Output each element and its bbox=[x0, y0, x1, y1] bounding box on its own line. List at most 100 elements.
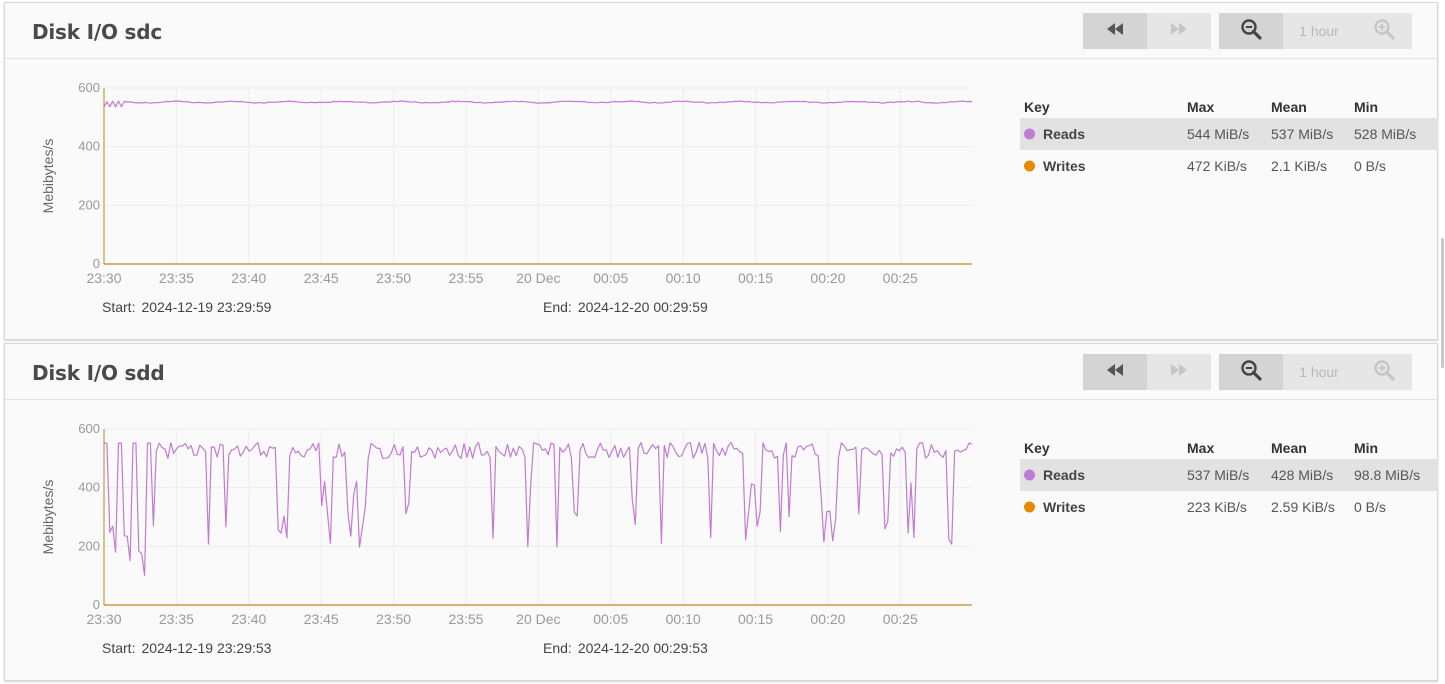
zoom-out-button[interactable] bbox=[1219, 354, 1283, 390]
legend-header-row: Key Max Mean Min bbox=[1020, 437, 1438, 459]
zoom-in-button[interactable] bbox=[1355, 354, 1412, 390]
legend-header-max: Max bbox=[1187, 440, 1215, 456]
legend-header-max: Max bbox=[1187, 99, 1215, 115]
y-tick-label: 600 bbox=[78, 80, 100, 95]
reads-color-dot bbox=[1024, 469, 1035, 481]
series-line-reads bbox=[104, 441, 973, 576]
x-tick-label: 23:45 bbox=[304, 270, 339, 286]
panel-title: Disk I/O sdd bbox=[32, 361, 165, 385]
writes-color-dot bbox=[1024, 160, 1035, 172]
x-tick-label: 00:10 bbox=[666, 270, 701, 286]
rewind-button[interactable] bbox=[1083, 13, 1147, 49]
x-tick-label: 23:50 bbox=[376, 270, 411, 286]
legend-mean-value: 2.59 KiB/s bbox=[1271, 499, 1335, 515]
zoom-in-button[interactable] bbox=[1355, 13, 1412, 49]
start-label: Start: bbox=[102, 299, 136, 315]
reads-color-dot bbox=[1024, 128, 1035, 140]
start-time: Start: 2024-12-19 23:29:59 bbox=[102, 299, 271, 315]
x-tick-label: 23:45 bbox=[304, 611, 339, 627]
end-label: End: bbox=[543, 299, 572, 315]
end-value: 2024-12-20 00:29:59 bbox=[577, 299, 708, 315]
zoom-out-icon bbox=[1240, 18, 1262, 45]
writes-color-dot bbox=[1024, 501, 1035, 513]
fast-forward-icon bbox=[1170, 363, 1188, 381]
x-tick-label: 00:25 bbox=[883, 270, 918, 286]
x-tick-label: 23:55 bbox=[448, 611, 483, 627]
x-tick-label: 23:35 bbox=[159, 611, 194, 627]
x-tick-label: 00:20 bbox=[810, 270, 845, 286]
legend-min-value: 528 MiB/s bbox=[1354, 126, 1417, 142]
panel-title: Disk I/O sdc bbox=[32, 20, 163, 44]
x-tick-label: 23:50 bbox=[376, 611, 411, 627]
legend-header-min: Min bbox=[1354, 99, 1379, 115]
legend-row-writes[interactable]: Writes 472 KiB/s 2.1 KiB/s 0 B/s bbox=[1020, 150, 1438, 182]
series-line-reads bbox=[103, 100, 973, 108]
zoom-out-button[interactable] bbox=[1219, 13, 1283, 49]
legend-header-min: Min bbox=[1354, 440, 1379, 456]
y-tick-label: 600 bbox=[78, 421, 100, 436]
legend-series-name: Writes bbox=[1043, 158, 1086, 174]
x-tick-label: 00:10 bbox=[666, 611, 701, 627]
fast-forward-icon bbox=[1170, 22, 1188, 40]
x-tick-label: 20 Dec bbox=[516, 270, 560, 286]
legend-min-value: 0 B/s bbox=[1354, 499, 1386, 515]
zoom-in-icon bbox=[1373, 18, 1395, 45]
x-tick-label: 20 Dec bbox=[516, 611, 560, 627]
end-time: End: 2024-12-20 00:29:53 bbox=[543, 640, 708, 656]
legend-header-mean: Mean bbox=[1271, 440, 1307, 456]
legend-mean-value: 2.1 KiB/s bbox=[1271, 158, 1328, 174]
x-tick-label: 00:15 bbox=[738, 270, 773, 286]
legend-min-value: 98.8 MiB/s bbox=[1354, 467, 1421, 483]
legend-row-reads[interactable]: Reads 537 MiB/s 428 MiB/s 98.8 MiB/s bbox=[1020, 459, 1438, 491]
x-tick-label: 23:35 bbox=[159, 270, 194, 286]
legend-max-value: 544 MiB/s bbox=[1187, 126, 1250, 142]
y-tick-label: 0 bbox=[93, 256, 100, 271]
x-tick-label: 00:20 bbox=[810, 611, 845, 627]
legend-row-writes[interactable]: Writes 223 KiB/s 2.59 KiB/s 0 B/s bbox=[1020, 491, 1438, 523]
legend-min-value: 0 B/s bbox=[1354, 158, 1386, 174]
time-range-label: 1 hour bbox=[1283, 13, 1355, 49]
disk-io-sdc-panel: Disk I/O sdc 1 hour 0 200 400 600 23:30 23:35… bbox=[4, 2, 1438, 340]
panel-header: Disk I/O sdd 1 hour bbox=[5, 344, 1437, 400]
legend-max-value: 223 KiB/s bbox=[1187, 499, 1247, 515]
y-tick-label: 0 bbox=[93, 597, 100, 612]
x-tick-label: 23:40 bbox=[231, 270, 266, 286]
fast-forward-button[interactable] bbox=[1147, 13, 1211, 49]
rewind-button[interactable] bbox=[1083, 354, 1147, 390]
y-tick-label: 400 bbox=[78, 480, 100, 495]
x-tick-label: 23:40 bbox=[231, 611, 266, 627]
legend-row-reads[interactable]: Reads 544 MiB/s 537 MiB/s 528 MiB/s bbox=[1020, 118, 1438, 150]
y-axis-label: Mebibytes/s bbox=[40, 480, 56, 555]
start-time: Start: 2024-12-19 23:29:53 bbox=[102, 640, 271, 656]
rewind-icon bbox=[1106, 22, 1124, 40]
legend-series-name: Reads bbox=[1043, 126, 1086, 142]
legend-series-name: Reads bbox=[1043, 467, 1086, 483]
x-tick-label: 00:15 bbox=[738, 611, 773, 627]
legend-header-key: Key bbox=[1024, 440, 1050, 456]
legend-header-key: Key bbox=[1024, 99, 1050, 115]
fast-forward-button[interactable] bbox=[1147, 354, 1211, 390]
legend-header-mean: Mean bbox=[1271, 99, 1307, 115]
legend-table: Key Max Mean Min Reads 544 MiB/s 537 MiB… bbox=[1020, 96, 1438, 182]
start-value: 2024-12-19 23:29:59 bbox=[141, 299, 272, 315]
page-scrollbar[interactable] bbox=[1441, 238, 1444, 368]
start-value: 2024-12-19 23:29:53 bbox=[141, 640, 272, 656]
y-tick-label: 200 bbox=[78, 197, 100, 212]
rewind-icon bbox=[1106, 363, 1124, 381]
legend-max-value: 537 MiB/s bbox=[1187, 467, 1250, 483]
end-label: End: bbox=[543, 640, 572, 656]
zoom-out-icon bbox=[1240, 359, 1262, 386]
y-tick-label: 200 bbox=[78, 538, 100, 553]
panel-header: Disk I/O sdc 1 hour bbox=[5, 3, 1437, 59]
x-tick-label: 00:05 bbox=[593, 270, 628, 286]
disk-io-sdd-panel: Disk I/O sdd 1 hour 0 200 400 600 23:30 23:35… bbox=[4, 343, 1438, 681]
legend-header-row: Key Max Mean Min bbox=[1020, 96, 1438, 118]
disk-io-chart: 0 200 400 600 23:30 23:35 23:40 23:45 23:50 23:55… bbox=[40, 421, 973, 627]
start-label: Start: bbox=[102, 640, 136, 656]
x-tick-label: 00:25 bbox=[883, 611, 918, 627]
y-axis-label: Mebibytes/s bbox=[40, 139, 56, 214]
zoom-in-icon bbox=[1373, 359, 1395, 386]
legend-table: Key Max Mean Min Reads 537 MiB/s 428 MiB… bbox=[1020, 437, 1438, 523]
x-tick-label: 23:55 bbox=[448, 270, 483, 286]
legend-series-name: Writes bbox=[1043, 499, 1086, 515]
